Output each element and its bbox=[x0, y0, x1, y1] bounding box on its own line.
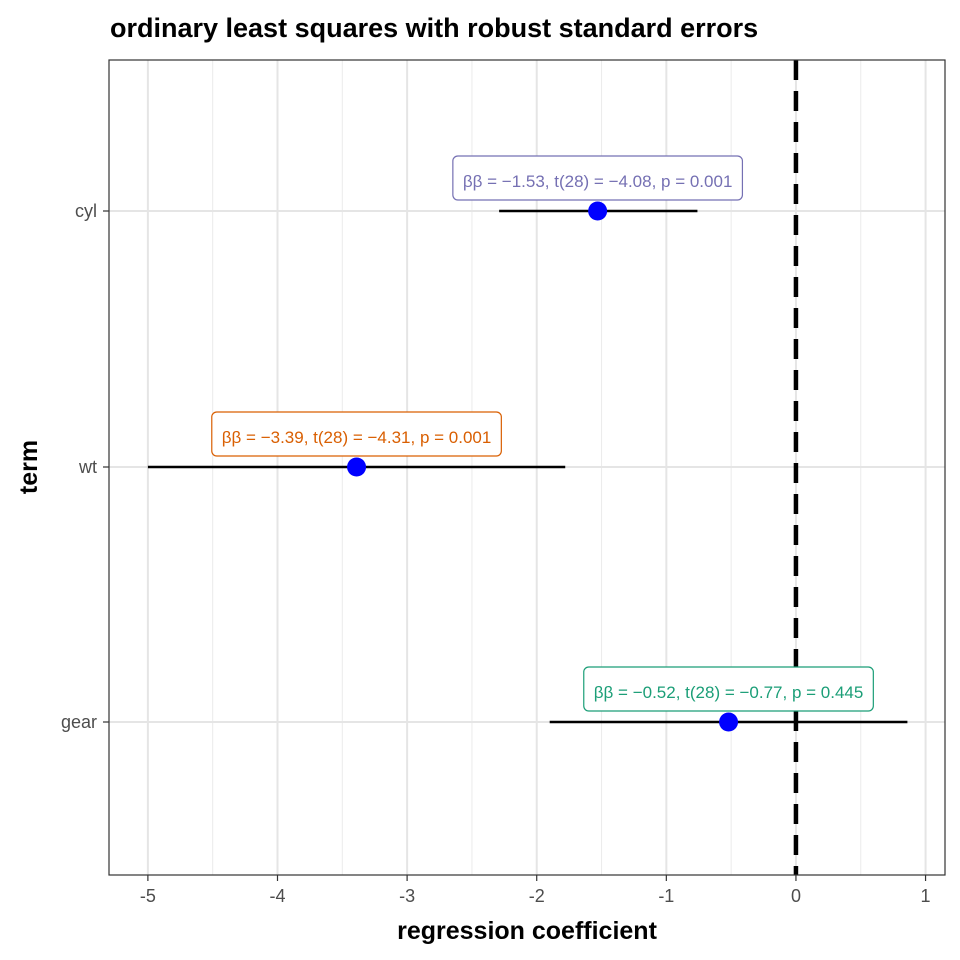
estimate-label-wt: ββ = −3.39, t(28) = −4.31, p = 0.001 bbox=[211, 411, 502, 457]
x-tick-label: -3 bbox=[399, 886, 415, 906]
y-tick-label: wt bbox=[78, 457, 97, 477]
chart-title: ordinary least squares with robust stand… bbox=[110, 13, 758, 43]
estimate-point-cyl bbox=[588, 201, 608, 221]
y-axis: cyl wt gear bbox=[61, 201, 109, 732]
estimate-label-cyl: ββ = −1.53, t(28) = −4.08, p = 0.001 bbox=[452, 155, 744, 201]
y-tick-label: cyl bbox=[75, 201, 97, 221]
label-text: ββ = −3.39, t(28) = −4.31, p = 0.001 bbox=[222, 428, 492, 447]
estimate-labels: ββ = −1.53, t(28) = −4.08, p = 0.001 ββ =… bbox=[211, 155, 874, 712]
y-axis-title: term bbox=[15, 440, 43, 494]
x-tick-label: -4 bbox=[269, 886, 285, 906]
x-tick-label: 0 bbox=[791, 886, 801, 906]
x-tick-label: -1 bbox=[658, 886, 674, 906]
estimate-point-gear bbox=[719, 712, 739, 732]
estimate-point-wt bbox=[347, 457, 367, 477]
label-box bbox=[452, 155, 744, 201]
label-box bbox=[211, 411, 502, 457]
x-axis: -5 -4 -3 -2 -1 0 1 bbox=[140, 875, 931, 906]
label-text: ββ = −0.52, t(28) = −0.77, p = 0.445 bbox=[594, 683, 864, 702]
x-axis-title: regression coefficient bbox=[397, 917, 657, 945]
label-text: ββ = −1.53, t(28) = −4.08, p = 0.001 bbox=[463, 172, 733, 191]
x-tick-label: -5 bbox=[140, 886, 156, 906]
x-tick-label: 1 bbox=[921, 886, 931, 906]
x-tick-label: -2 bbox=[529, 886, 545, 906]
label-box bbox=[583, 666, 874, 712]
y-tick-label: gear bbox=[61, 712, 97, 732]
estimate-label-gear: ββ = −0.52, t(28) = −0.77, p = 0.445 bbox=[583, 666, 874, 712]
estimate-points bbox=[347, 201, 739, 732]
